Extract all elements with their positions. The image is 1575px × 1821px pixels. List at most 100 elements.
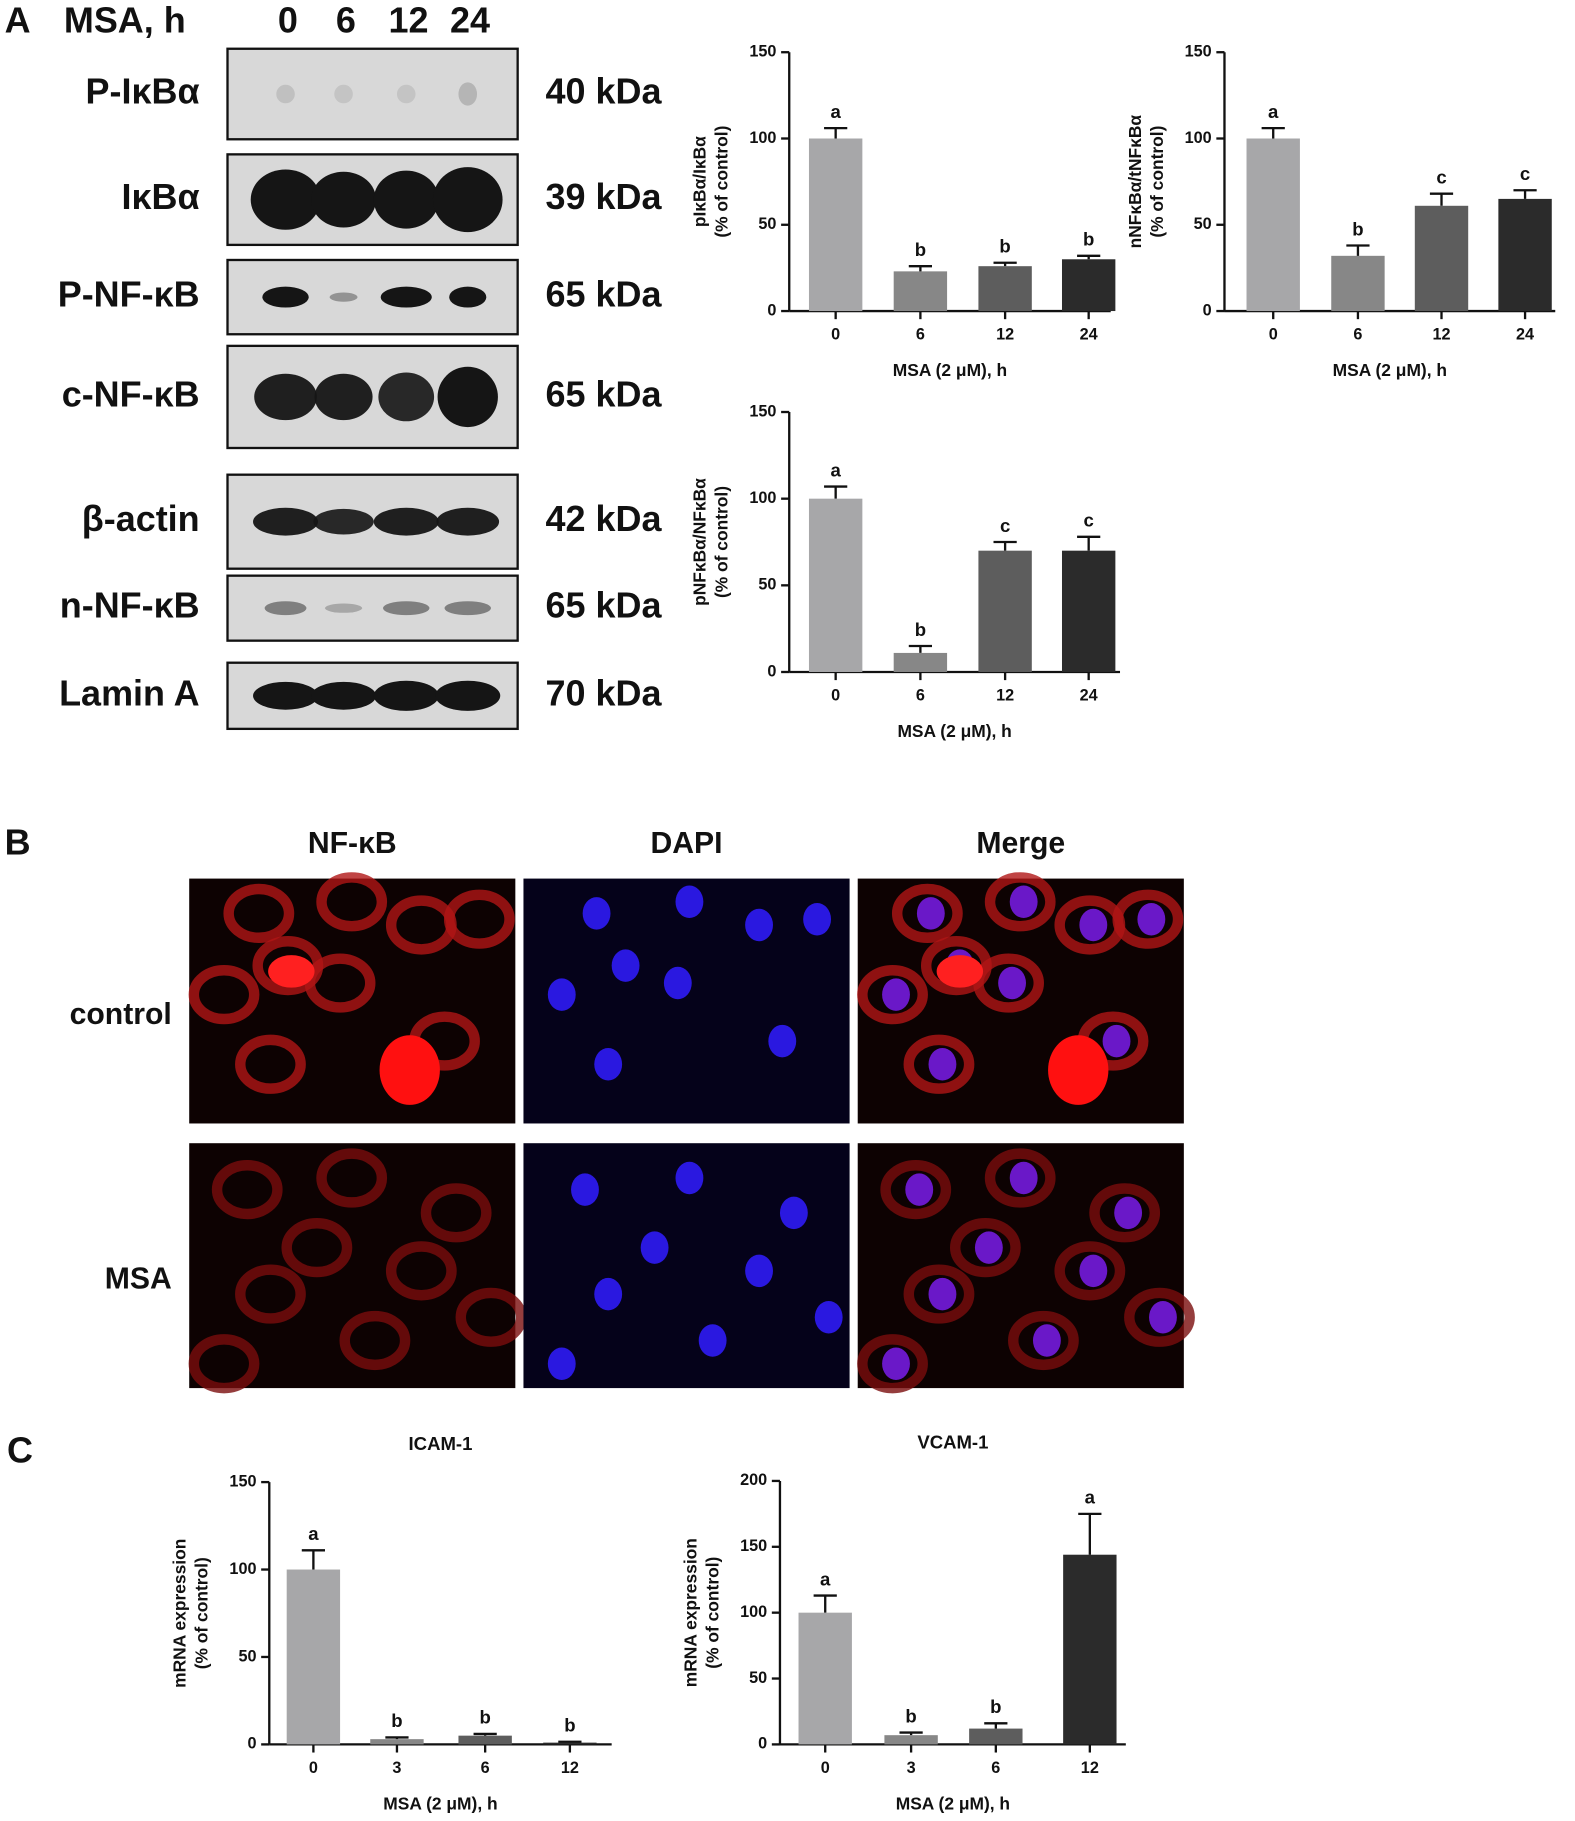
bar (458, 1735, 512, 1745)
blot-band (262, 286, 309, 308)
y-tick-label: 150 (749, 402, 776, 420)
y-tick-label: 0 (767, 662, 776, 680)
bar (286, 1569, 341, 1745)
blot-band (264, 601, 307, 616)
x-tick-label: 0 (831, 687, 840, 705)
size-label: 42 kDa (546, 498, 663, 539)
cell-cytoplasm (235, 1034, 306, 1094)
error-bar (899, 1731, 923, 1736)
cell-cytoplasm (304, 953, 376, 1013)
y-tick-label: 150 (749, 43, 776, 61)
blot-band (458, 82, 478, 106)
x-tick-label: 12 (1432, 326, 1450, 344)
cell-nucleus (803, 902, 832, 936)
significance-letter: b (990, 1696, 1001, 1717)
significance-letter: b (479, 1707, 490, 1728)
cell-nucleus (1102, 1024, 1131, 1058)
blot-band (437, 366, 498, 428)
bar (1331, 255, 1385, 312)
cell-nucleus (594, 1277, 623, 1311)
size-label: 65 kDa (546, 585, 663, 626)
y-tick-label: 0 (1203, 301, 1212, 319)
bar (893, 271, 948, 312)
protein-label: IκBα (122, 176, 200, 217)
cell-cytoplasm (235, 1264, 306, 1324)
cell-cytoplasm (984, 1148, 1056, 1208)
y-axis-label: mRNA expression (170, 1539, 190, 1688)
significance-letter: a (820, 1568, 831, 1589)
cell-cytoplasm (211, 1160, 283, 1220)
cell-nucleus (1149, 1301, 1177, 1334)
x-axis-label: MSA (2 μM), h (383, 1793, 497, 1813)
size-label: 40 kDa (546, 71, 663, 112)
x-axis-label: MSA (2 μM), h (897, 721, 1011, 741)
significance-letter: b (915, 619, 926, 640)
cell-nucleus (974, 1231, 1003, 1264)
blot-band (253, 507, 319, 536)
protein-label: β-actin (82, 498, 200, 539)
y-tick-label: 50 (758, 215, 776, 233)
error-bar (824, 485, 848, 499)
protein-label: Lamin A (59, 672, 200, 713)
error-bar (473, 1732, 497, 1736)
cell-cytoplasm (1124, 1287, 1195, 1347)
cell-nucleus (1032, 1324, 1061, 1357)
cell-nucleus (768, 1024, 797, 1058)
cell-nucleus (611, 949, 640, 982)
cell-cytoplasm (903, 1034, 975, 1094)
y-tick-label: 100 (1185, 129, 1212, 147)
blot-band (373, 680, 439, 711)
bright-nucleus (1048, 1035, 1109, 1105)
cell-cytoplasm (281, 1218, 353, 1278)
lane-label: 6 (336, 0, 356, 41)
blot-band (373, 507, 439, 536)
significance-letter: b (1352, 218, 1363, 239)
cell-nucleus (998, 966, 1027, 1000)
error-bar (824, 126, 848, 139)
bar (978, 266, 1032, 312)
cell-cytoplasm (880, 1160, 952, 1220)
y-tick-label: 50 (749, 1669, 767, 1687)
cell-nucleus (594, 1048, 623, 1081)
bar (1061, 259, 1116, 312)
cell-cytoplasm (973, 953, 1044, 1013)
cell-cytoplasm (339, 1310, 411, 1371)
y-tick-label: 100 (749, 489, 776, 507)
x-tick-label: 12 (996, 687, 1014, 705)
cell-cytoplasm (385, 1241, 457, 1301)
micrograph (523, 878, 850, 1124)
error-bar (1429, 192, 1454, 206)
cell-cytoplasm (857, 1334, 928, 1394)
chart-title: VCAM-1 (917, 1432, 988, 1453)
cell-cytoplasm (949, 1218, 1021, 1278)
bar (808, 498, 863, 672)
cell-cytoplasm (891, 883, 963, 943)
x-tick-label: 6 (481, 1759, 490, 1777)
bar (893, 652, 948, 672)
cell-nucleus (745, 1254, 773, 1288)
blot-band (436, 507, 500, 536)
y-axis-label: mRNA expression (680, 1538, 700, 1687)
cell-nucleus (1114, 1196, 1143, 1230)
x-tick-label: 0 (1269, 326, 1278, 344)
bar (884, 1735, 938, 1745)
cell-nucleus (675, 885, 704, 919)
lane-label: 24 (450, 0, 490, 41)
blot-band (449, 286, 487, 308)
bar (969, 1728, 1023, 1745)
blot-band (378, 372, 435, 422)
x-tick-label: 0 (309, 1759, 318, 1777)
blot-band (444, 601, 491, 616)
size-label: 39 kDa (546, 176, 663, 217)
blot-band (396, 84, 416, 104)
cell-nucleus (582, 897, 611, 930)
size-label: 65 kDa (546, 373, 663, 414)
bright-cell (268, 955, 315, 988)
blot-band (254, 373, 317, 421)
y-axis-label: (% of control) (712, 486, 732, 598)
y-tick-label: 0 (247, 1735, 256, 1753)
protein-label: c-NF-κB (62, 373, 200, 414)
blot-band (373, 170, 439, 229)
lane-label: 12 (389, 0, 429, 41)
